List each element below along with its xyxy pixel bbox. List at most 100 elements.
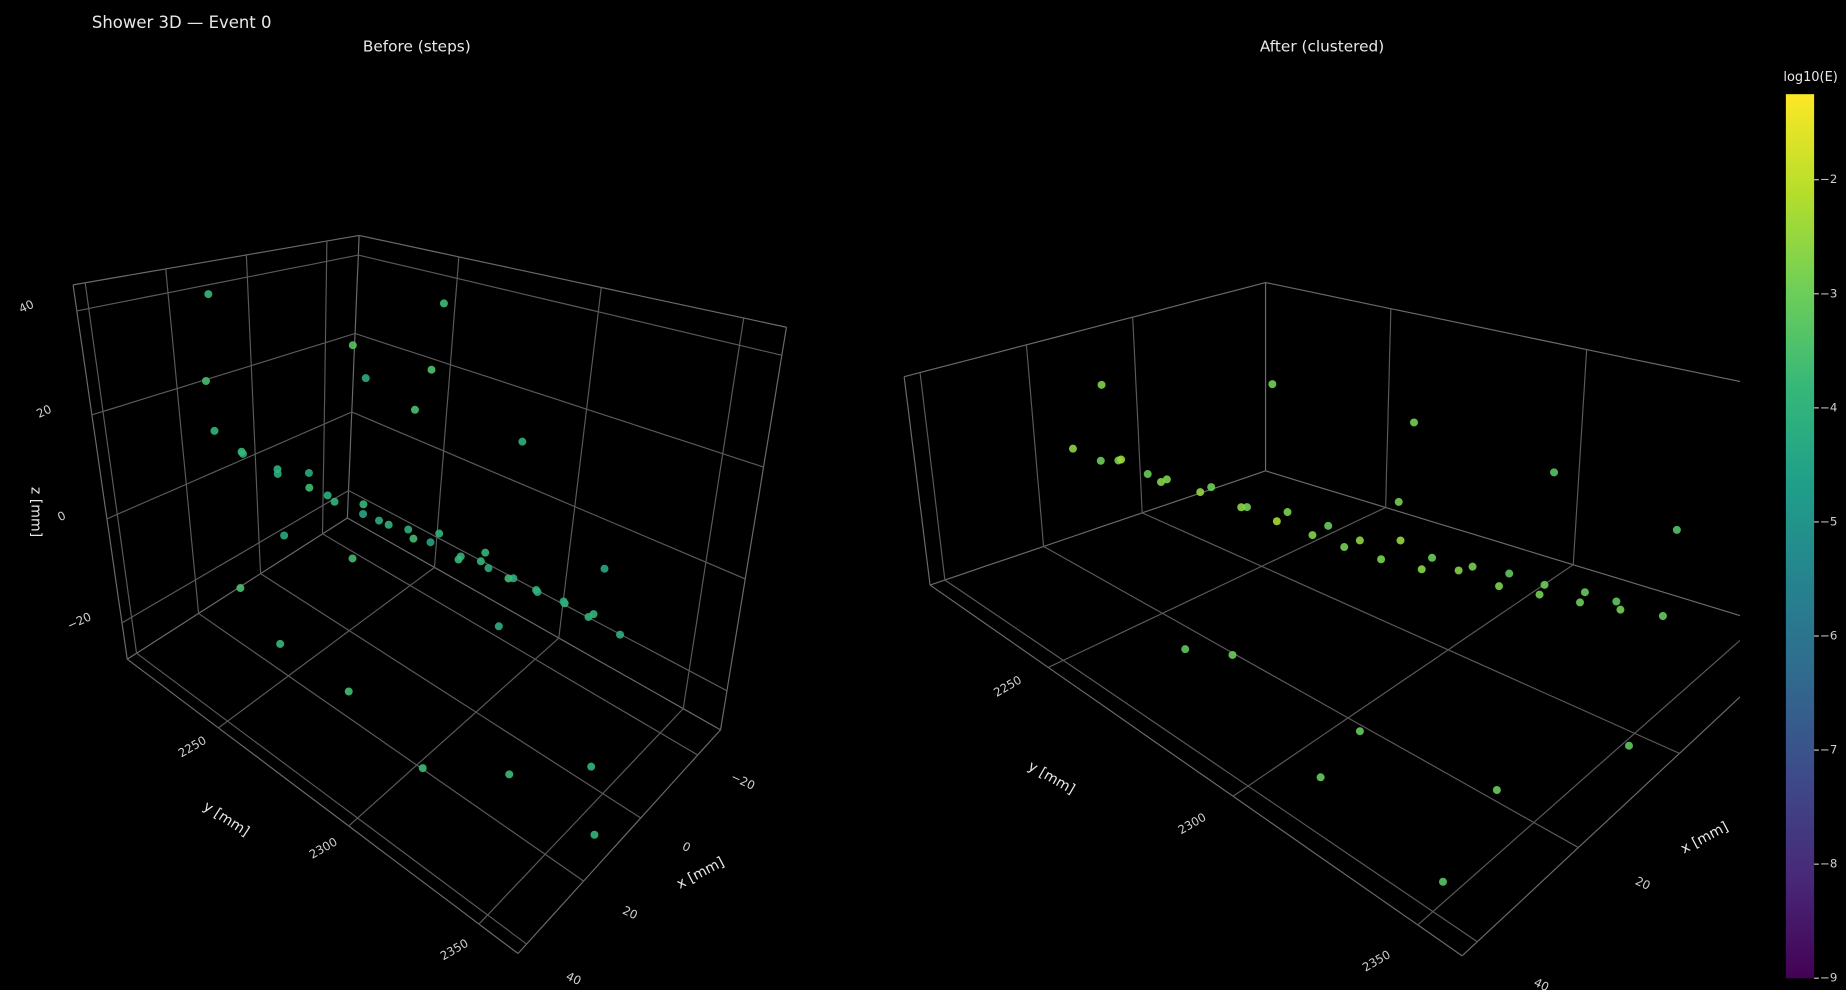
colorbar-tick-label: −4: [1820, 400, 1837, 414]
box-edge: [903, 376, 931, 586]
grid-line: [1232, 349, 1588, 797]
point: [1495, 582, 1504, 591]
point: [1417, 565, 1426, 574]
point: [1324, 521, 1333, 530]
point: [359, 500, 368, 509]
point: [1468, 562, 1477, 571]
x-tick-label: 0: [1738, 774, 1751, 790]
box-edge: [346, 235, 360, 518]
grid-line: [165, 268, 584, 882]
colorbar-scale: [1785, 94, 1815, 979]
colorbar-tick-label: −5: [1820, 514, 1837, 528]
point: [1228, 650, 1237, 659]
point: [1394, 497, 1403, 506]
x-tick-label: 40: [1532, 975, 1551, 990]
point: [518, 437, 527, 446]
point: [1409, 418, 1418, 427]
point: [404, 525, 413, 534]
point: [237, 447, 246, 456]
point: [1438, 877, 1448, 886]
point: [1428, 553, 1437, 562]
point: [1454, 566, 1463, 575]
point: [410, 405, 419, 414]
point: [1237, 503, 1246, 512]
point: [559, 597, 568, 606]
point: [505, 770, 514, 779]
point: [1612, 597, 1621, 606]
point: [1535, 590, 1544, 599]
point: [418, 764, 427, 773]
point: [1181, 645, 1190, 654]
figure-title: Shower 3D — Event 0: [92, 13, 272, 32]
point: [1272, 517, 1281, 526]
point: [1283, 508, 1292, 517]
point: [476, 557, 485, 566]
point: [276, 639, 285, 648]
point: [1207, 483, 1216, 492]
box-edge: [1461, 696, 1740, 957]
point: [1355, 727, 1364, 736]
point: [1624, 741, 1633, 750]
grid-line: [1047, 308, 1392, 668]
point: [600, 564, 609, 573]
grid-line: [76, 254, 782, 356]
box-edge: [126, 658, 519, 954]
colorbar: log10(E) −2 −3 −4 −5 −6 −7 −8 −9: [1783, 70, 1837, 985]
box-edge: [72, 284, 128, 660]
x-tick-label: 40: [564, 969, 583, 988]
box-edge: [1265, 281, 1740, 383]
box-edge: [904, 281, 1266, 378]
grid-line: [1025, 344, 1579, 849]
point: [439, 299, 448, 308]
point: [1540, 580, 1549, 589]
point: [204, 290, 213, 299]
grid-line: [218, 256, 460, 729]
point: [273, 465, 282, 474]
point: [1157, 478, 1166, 487]
point: [1550, 468, 1559, 477]
box-edge: [1265, 470, 1740, 617]
point: [1658, 611, 1667, 620]
point: [1242, 503, 1251, 512]
point: [1492, 785, 1501, 794]
grid-line: [245, 254, 642, 819]
point: [1096, 456, 1105, 465]
grid-line: [478, 317, 745, 925]
grid-line: [321, 240, 698, 756]
grid-line: [121, 489, 728, 692]
point: [330, 497, 339, 506]
point: [1505, 569, 1514, 578]
box-edge: [929, 584, 1463, 957]
z-axis-title: z [mm]: [27, 487, 43, 537]
point: [1196, 488, 1205, 497]
grid-line: [1417, 639, 1740, 926]
point: [1068, 444, 1077, 453]
box-edge: [359, 234, 787, 328]
point: [427, 365, 436, 374]
point: [409, 534, 418, 543]
point: [1377, 555, 1386, 564]
panel-title: After (clustered): [1260, 38, 1384, 56]
point: [1616, 605, 1625, 614]
box-edge: [347, 517, 721, 731]
grid-line: [91, 332, 764, 468]
point: [532, 586, 541, 595]
point: [359, 509, 368, 518]
point: [589, 610, 598, 619]
point: [590, 830, 599, 839]
grid-line: [106, 411, 746, 580]
z-tick-label: 20: [34, 402, 53, 421]
point: [616, 630, 625, 639]
point: [484, 564, 493, 573]
point: [481, 548, 490, 557]
point: [426, 538, 435, 547]
point: [1308, 531, 1317, 540]
grid-line: [1132, 317, 1680, 754]
z-tick-label: 40: [17, 297, 36, 316]
colorbar-tick-label: −9: [1820, 971, 1837, 985]
point: [236, 584, 245, 593]
point: [201, 376, 210, 386]
colorbar-tick-label: −3: [1820, 286, 1837, 300]
